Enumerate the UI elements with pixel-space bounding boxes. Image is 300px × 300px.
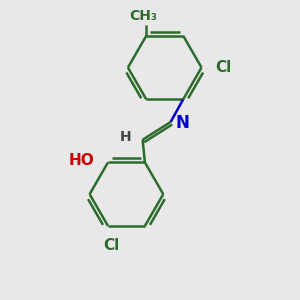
Text: HO: HO	[69, 153, 95, 168]
Text: Cl: Cl	[215, 60, 231, 75]
Text: Cl: Cl	[103, 238, 119, 253]
Text: H: H	[120, 130, 131, 144]
Text: CH₃: CH₃	[129, 9, 157, 23]
Text: N: N	[176, 115, 190, 133]
